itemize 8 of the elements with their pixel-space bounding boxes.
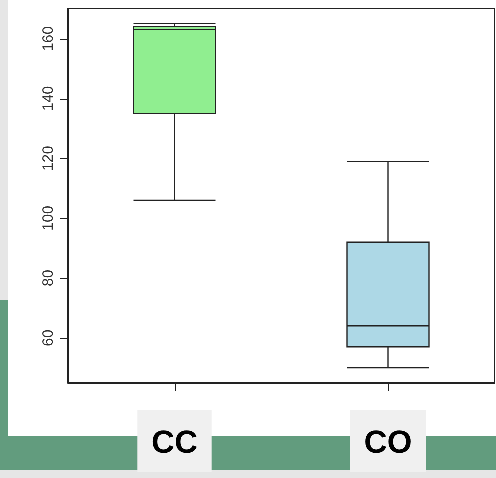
- y-tick-label: 140: [40, 86, 57, 112]
- y-tick-label: 160: [40, 26, 57, 52]
- x-tick-label: CC: [152, 424, 198, 460]
- y-tick-label: 80: [40, 270, 57, 287]
- y-tick-label: 120: [40, 146, 57, 172]
- x-tick-label: CO: [364, 424, 412, 460]
- y-tick-label: 60: [40, 330, 57, 346]
- y-tick-label: 100: [40, 206, 57, 231]
